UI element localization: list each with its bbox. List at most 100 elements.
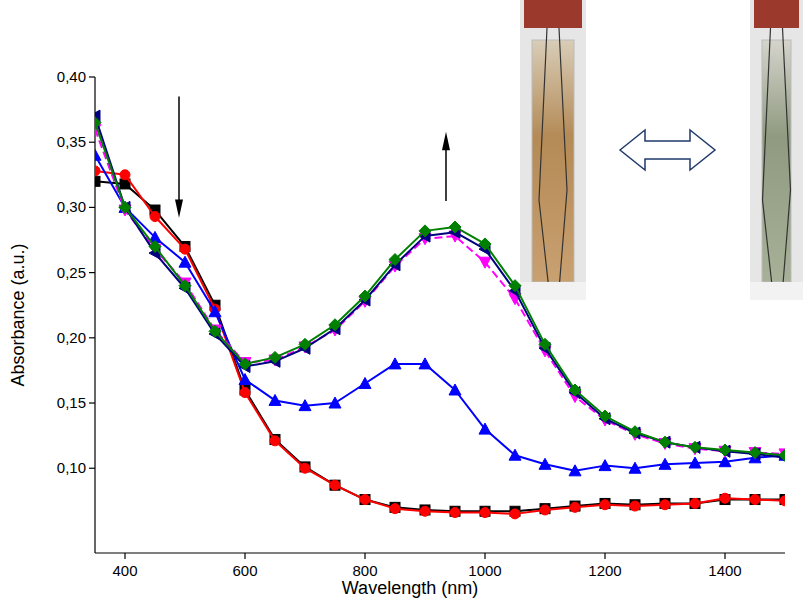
series xyxy=(95,124,785,460)
marker xyxy=(389,358,401,369)
x-tick-label: 1200 xyxy=(588,562,621,579)
marker xyxy=(539,338,551,350)
y-tick-label: 0,25 xyxy=(57,264,86,281)
y-axis-title: Absorbance (a.u.) xyxy=(8,243,28,386)
marker xyxy=(750,495,760,505)
x-tick-label: 600 xyxy=(232,562,257,579)
marker xyxy=(689,441,700,453)
marker xyxy=(479,238,491,250)
x-tick-label: 800 xyxy=(352,562,377,579)
marker xyxy=(359,290,371,302)
marker xyxy=(569,465,581,476)
trend-arrow-head xyxy=(442,132,450,150)
marker xyxy=(540,505,550,515)
marker xyxy=(690,498,700,508)
marker xyxy=(269,394,281,405)
marker xyxy=(120,170,130,180)
marker xyxy=(510,509,520,519)
marker xyxy=(629,426,641,438)
marker xyxy=(480,508,490,518)
y-tick xyxy=(89,337,95,338)
trend-arrow-head xyxy=(175,199,183,217)
marker xyxy=(689,441,701,453)
y-tick-label: 0,35 xyxy=(57,133,86,150)
marker xyxy=(629,462,641,473)
double-arrow xyxy=(620,130,715,170)
x-tick xyxy=(364,553,365,559)
marker xyxy=(659,458,671,469)
marker xyxy=(239,374,251,385)
x-tick-label: 1400 xyxy=(708,562,741,579)
marker xyxy=(299,338,311,350)
marker xyxy=(479,257,491,268)
photo-frame xyxy=(520,0,586,300)
marker xyxy=(419,225,431,237)
trend-arrow xyxy=(178,97,180,208)
y-tick xyxy=(89,76,95,77)
series-line xyxy=(95,129,785,454)
marker xyxy=(119,201,131,212)
marker xyxy=(330,480,340,490)
marker xyxy=(420,506,430,516)
y-tick-label: 0,10 xyxy=(57,459,86,476)
photo-liquid xyxy=(762,40,791,282)
marker xyxy=(749,447,761,459)
marker xyxy=(119,201,131,213)
series xyxy=(95,117,785,462)
marker xyxy=(449,384,461,395)
series-line xyxy=(95,171,785,514)
marker xyxy=(209,306,221,317)
photo-holder xyxy=(524,0,582,28)
marker xyxy=(95,117,101,129)
series-line xyxy=(95,116,785,458)
y-tick-label: 0,40 xyxy=(57,68,86,85)
marker xyxy=(329,319,341,331)
marker xyxy=(149,241,161,253)
x-axis-title: Wavelength (nm) xyxy=(342,578,478,598)
x-tick xyxy=(724,553,725,559)
marker xyxy=(539,458,551,469)
marker xyxy=(95,166,100,176)
marker xyxy=(240,388,250,398)
marker xyxy=(209,325,221,337)
y-tick-label: 0,20 xyxy=(57,329,86,346)
cuvette-photo xyxy=(750,0,803,300)
y-tick xyxy=(89,142,95,143)
x-tick-label: 400 xyxy=(112,562,137,579)
y-tick xyxy=(89,272,95,273)
x-tick xyxy=(124,553,125,559)
marker xyxy=(630,501,640,511)
marker xyxy=(449,221,461,233)
marker xyxy=(659,436,671,448)
marker xyxy=(270,436,280,446)
cuvette-photo xyxy=(520,0,586,300)
x-tick xyxy=(484,553,485,559)
marker xyxy=(690,498,700,508)
marker xyxy=(299,400,311,411)
plot-data xyxy=(95,110,785,519)
marker xyxy=(179,256,191,267)
photo-electrode xyxy=(763,28,791,290)
marker xyxy=(95,176,100,186)
x-tick-label: 1000 xyxy=(468,562,501,579)
marker xyxy=(359,377,371,388)
y-tick xyxy=(89,402,95,403)
marker xyxy=(600,500,610,510)
marker xyxy=(689,457,701,468)
marker xyxy=(569,384,581,396)
marker xyxy=(330,480,340,490)
photo-holder xyxy=(754,0,799,28)
photo-base xyxy=(520,282,586,300)
marker xyxy=(599,460,611,471)
x-tick xyxy=(244,553,245,559)
series xyxy=(95,176,785,516)
marker xyxy=(329,397,341,408)
series-line xyxy=(95,155,785,471)
y-tick xyxy=(89,468,95,469)
y-tick-label: 0,30 xyxy=(57,198,86,215)
marker xyxy=(360,495,370,505)
series-line xyxy=(95,123,785,456)
marker xyxy=(719,444,731,456)
series-line xyxy=(95,181,785,511)
marker xyxy=(300,463,310,473)
